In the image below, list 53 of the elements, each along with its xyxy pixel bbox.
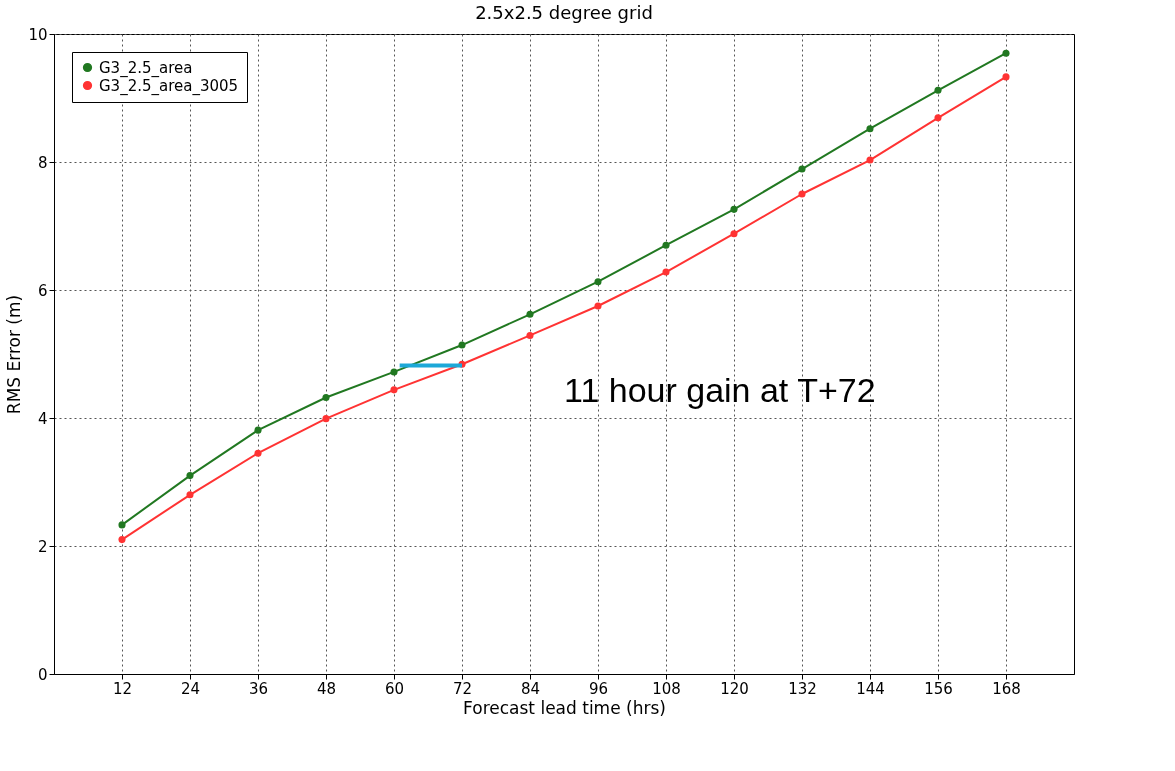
x-tick-label: 84 [520,679,541,698]
x-tick-label: 156 [924,679,953,698]
x-tick-label: 132 [788,679,817,698]
point [594,302,602,310]
x-tick-label: 60 [384,679,405,698]
chart-title: 2.5x2.5 degree grid [475,2,653,23]
point [662,268,670,276]
point [322,415,330,423]
point [934,114,942,122]
point [866,125,874,133]
x-tick-label: 12 [112,679,133,698]
y-axis-title: RMS Error (m) [4,294,25,415]
legend-label: G3_2.5_area_3005 [99,76,239,96]
point [730,205,738,213]
x-tick-label: 36 [248,679,269,698]
point [390,386,398,394]
y-tick-label: 4 [37,409,48,428]
point [118,536,126,544]
y-tick-label: 0 [37,665,48,684]
point [866,156,874,164]
point [458,341,466,349]
point [254,426,262,434]
point [390,368,398,376]
point [1002,73,1010,81]
x-tick-label: 72 [452,679,473,698]
point [662,241,670,249]
point [526,331,534,339]
point [526,310,534,318]
point [186,472,194,480]
point [730,230,738,238]
x-tick-label: 108 [652,679,681,698]
y-tick-label: 2 [37,537,48,556]
point [594,278,602,286]
point [1002,49,1010,57]
annotation: 11 hour gain at T+72 [564,371,876,410]
point [798,190,806,198]
x-tick-label: 144 [856,679,885,698]
point [118,521,126,529]
point [322,393,330,402]
x-tick-label: 24 [180,679,201,698]
legend-label: G3_2.5_area [99,58,193,78]
x-axis-title: Forecast lead time (hrs) [463,697,666,718]
point [798,165,806,173]
y-tick-label: 10 [28,25,48,44]
x-tick-label: 168 [992,679,1021,698]
x-tick-label: 96 [588,679,609,698]
point [254,449,262,457]
x-tick-label: 48 [316,679,337,698]
x-tick-label: 120 [720,679,749,698]
y-tick-label: 6 [37,281,48,300]
point [186,491,194,499]
point [934,86,942,94]
y-tick-label: 8 [37,153,48,172]
